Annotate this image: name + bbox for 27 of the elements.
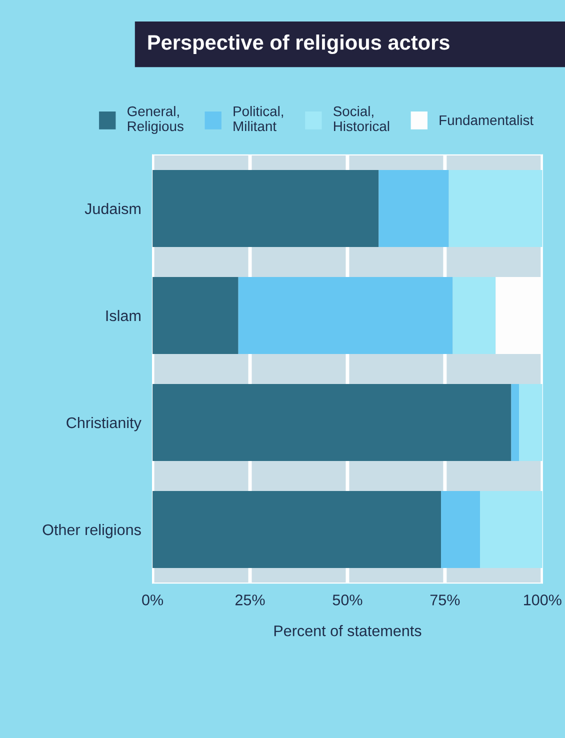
bar [378, 170, 449, 248]
bar [152, 276, 238, 354]
x-tick-label: 100% [524, 594, 562, 606]
bar [448, 170, 542, 248]
x-tick-label: 25% [235, 594, 265, 606]
bar [519, 384, 542, 462]
legend-label: Fundamentalist [440, 114, 534, 126]
bar [152, 490, 442, 568]
x-tick-label: 75% [430, 594, 460, 606]
x-tick-label: 0% [142, 594, 164, 606]
bar [152, 384, 512, 462]
x-axis-title: Percent of statements [274, 625, 422, 636]
legend-label: Social, Historical [334, 106, 390, 132]
bar [452, 276, 496, 354]
bar [480, 490, 542, 568]
legend-label: General, Religious [128, 106, 184, 134]
bar [441, 490, 480, 568]
bar [152, 170, 379, 248]
bar [238, 276, 453, 354]
y-tick-label: Other religions [42, 524, 141, 538]
legend-label: Political, Militant [234, 106, 284, 132]
y-tick-label: Islam [106, 310, 140, 322]
y-tick-label: Christianity [66, 416, 142, 432]
bar [511, 384, 520, 462]
x-tick-label: 50% [332, 594, 362, 606]
chart-title: Perspective of religious actors [148, 34, 450, 54]
y-tick-label: Judaism [84, 202, 140, 214]
